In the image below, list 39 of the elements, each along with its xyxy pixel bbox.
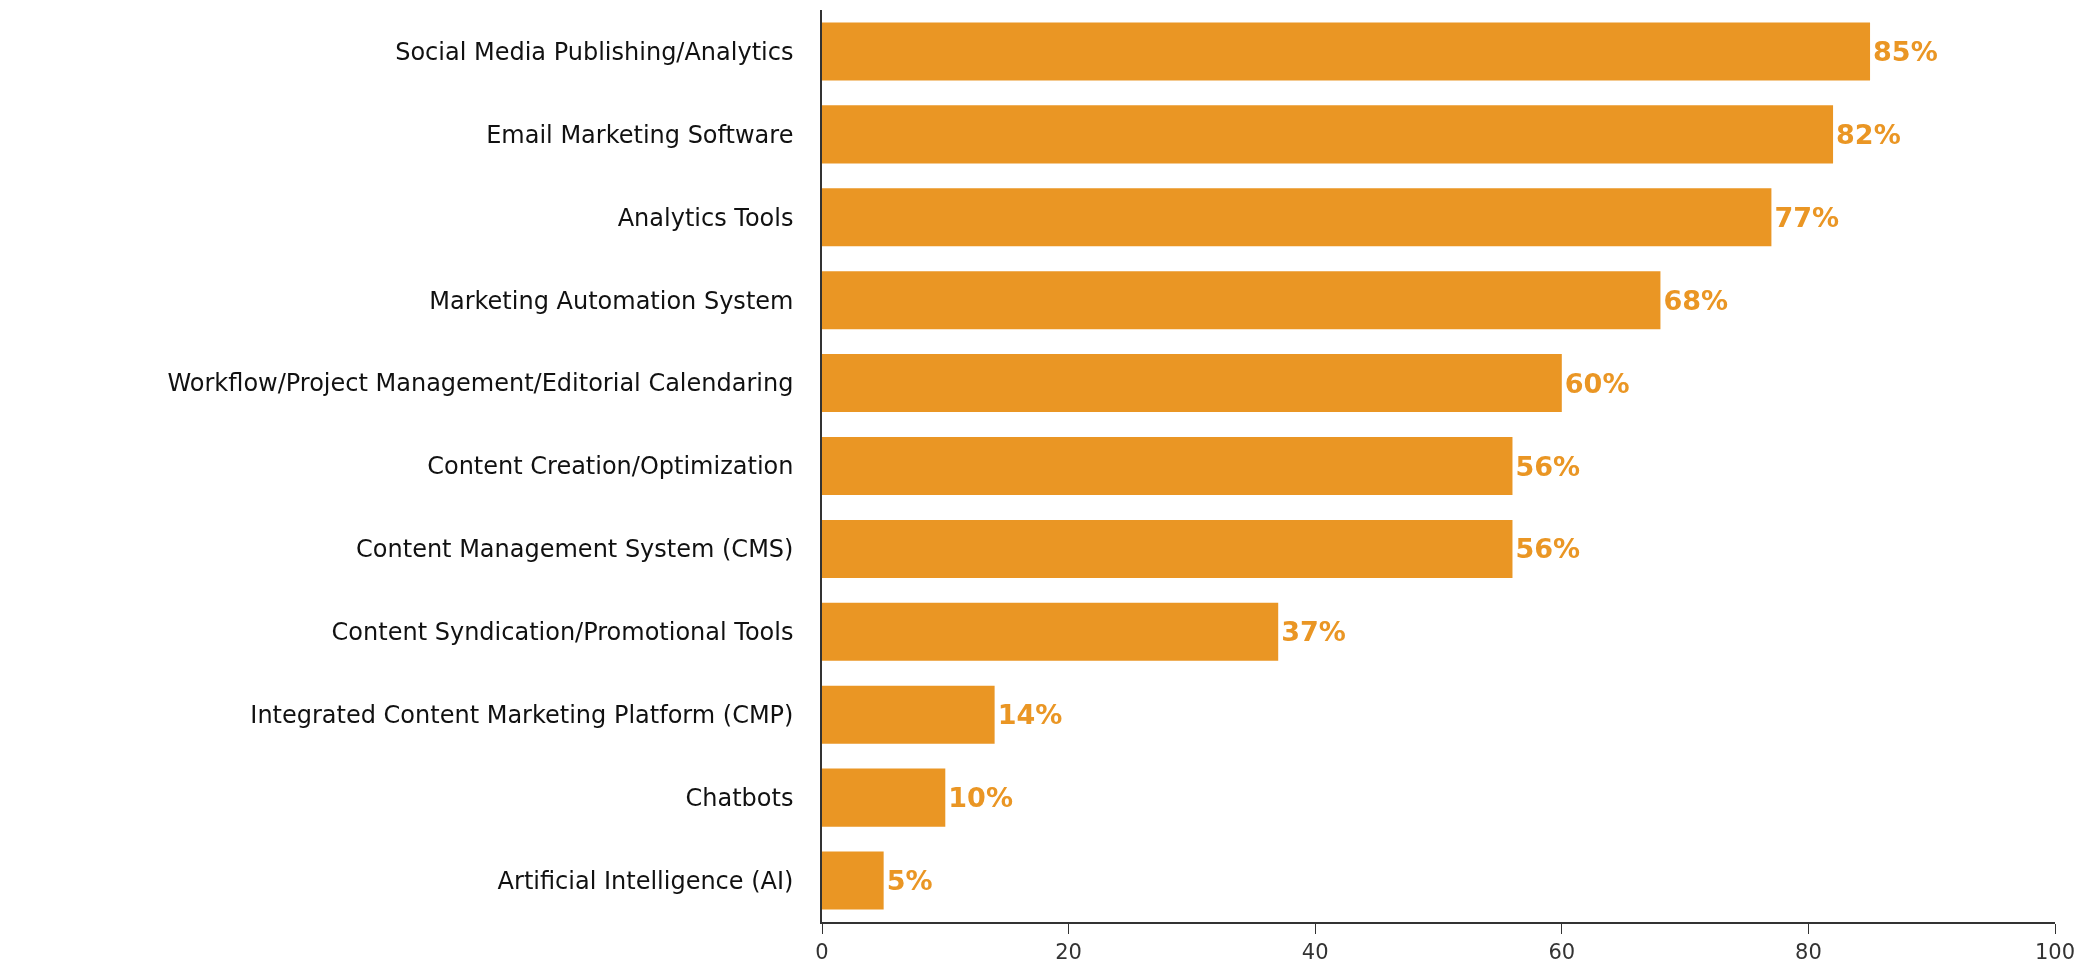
x-tick-label: 100: [2034, 939, 2076, 964]
data-label: 56%: [1515, 533, 1581, 565]
y-tick-label: Artificial Intelligence (AI): [497, 866, 794, 895]
bar: [822, 519, 1513, 578]
y-tick-label: Marketing Automation System: [429, 286, 794, 315]
x-tick-label: 40: [1301, 939, 1329, 964]
x-tick-label: 20: [1055, 939, 1082, 964]
y-tick-label: Email Marketing Software: [486, 120, 794, 149]
bar: [822, 22, 1871, 81]
y-tick-label: Content Management System (CMS): [356, 535, 794, 564]
data-label: 14%: [997, 699, 1063, 731]
bar: [822, 436, 1513, 496]
bar: [822, 851, 884, 910]
x-tick-label: 60: [1548, 939, 1576, 964]
data-label: 5%: [886, 865, 933, 897]
data-label: 37%: [1281, 616, 1346, 648]
y-tick-label: Chatbots: [685, 784, 794, 813]
data-label: 60%: [1564, 367, 1630, 399]
data-label: 77%: [1774, 201, 1840, 233]
data-label: 85%: [1873, 35, 1938, 67]
bar: [822, 685, 995, 744]
x-tick-label: 80: [1795, 939, 1822, 964]
x-tick-label: 0: [815, 939, 829, 964]
bar: [822, 188, 1772, 247]
y-tick-label: Analytics Tools: [617, 203, 794, 232]
bar: [822, 602, 1279, 661]
y-tick-label: Integrated Content Marketing Platform (CMP): [250, 701, 794, 730]
y-tick-label: Content Syndication/Promotional Tools: [331, 618, 794, 647]
bar: [822, 354, 1562, 413]
data-label: 82%: [1836, 118, 1901, 150]
y-tick-label: Workflow/Project Management/Editorial Calendaring: [167, 369, 794, 398]
data-label: 68%: [1663, 284, 1729, 316]
y-tick-label: Content Creation/Optimization: [427, 452, 794, 481]
bar: [822, 271, 1661, 330]
y-tick-label: Social Media Publishing/Analytics: [395, 37, 794, 66]
bar: [822, 105, 1834, 164]
data-label: 56%: [1515, 450, 1581, 482]
data-label: 10%: [948, 782, 1013, 814]
bar: [822, 768, 946, 827]
